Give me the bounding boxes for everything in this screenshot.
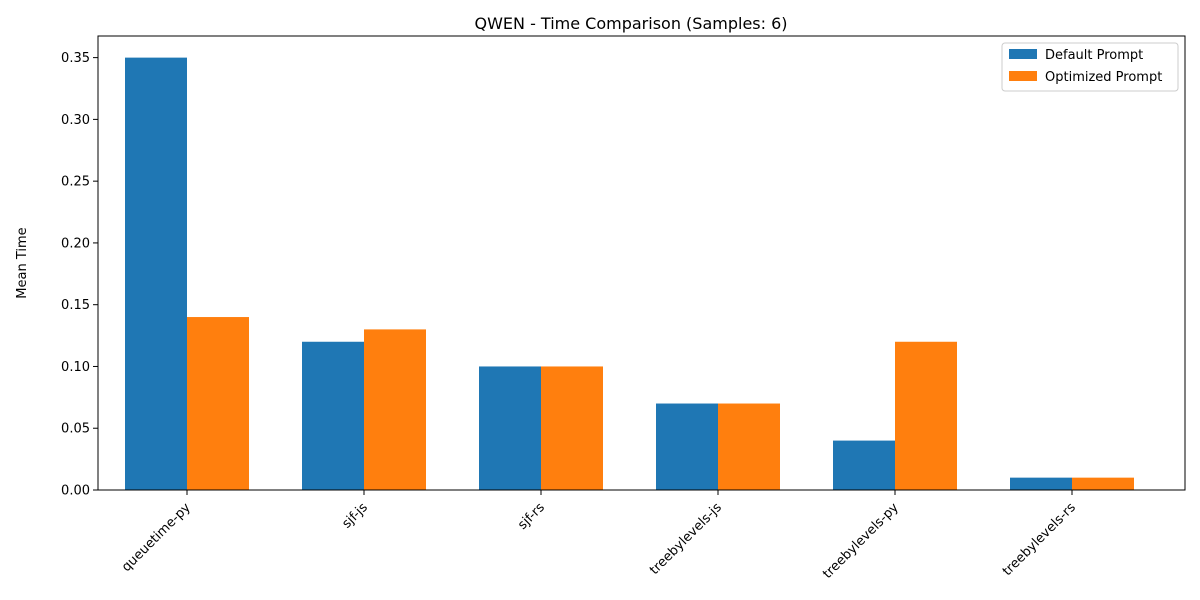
legend-swatch-default [1009, 49, 1037, 59]
bar-sjf-js-default [302, 341, 364, 490]
bar-treebylevels-py-optimized [895, 341, 957, 490]
x-tick-label: queuetime-py [119, 500, 194, 575]
bar-treebylevels-py-default [833, 440, 895, 490]
bar-sjf-rs-optimized [541, 366, 603, 490]
x-tick-label: treebylevels-rs [1000, 500, 1079, 579]
y-tick-label: 0.15 [61, 298, 90, 313]
y-tick-label: 0.20 [61, 236, 90, 251]
bar-queuetime-py-default [125, 57, 187, 490]
bar-treebylevels-rs-default [1010, 477, 1072, 490]
legend-label-default: Default Prompt [1045, 48, 1143, 63]
legend-label-optimized: Optimized Prompt [1045, 70, 1162, 85]
bar-treebylevels-js-default [656, 403, 718, 490]
y-tick-label: 0.25 [61, 175, 90, 190]
x-tick-label: sjf-js [339, 500, 371, 532]
chart-title: QWEN - Time Comparison (Samples: 6) [474, 14, 787, 33]
bar-sjf-rs-default [479, 366, 541, 490]
bar-sjf-js-optimized [364, 329, 426, 490]
x-tick-label: treebylevels-py [820, 500, 902, 582]
y-tick-label: 0.30 [61, 113, 90, 128]
y-tick-label: 0.10 [61, 360, 90, 375]
legend-box [1001, 42, 1179, 92]
x-tick-label: treebylevels-js [647, 500, 725, 578]
axes-layer: 0.00 0.05 0.10 0.15 0.20 0.25 0.30 0.35 queuetim… [61, 35, 1186, 582]
y-tick-label: 0.35 [61, 51, 90, 66]
y-tick-label: 0.00 [61, 484, 90, 499]
y-tick-label: 0.05 [61, 422, 90, 437]
bar-queuetime-py-optimized [187, 317, 249, 490]
bars-layer [125, 57, 1134, 490]
legend: Default Prompt Optimized Prompt [1001, 42, 1179, 92]
x-tick-label: sjf-rs [515, 500, 548, 533]
legend-swatch-optimized [1009, 71, 1037, 81]
bar-treebylevels-rs-optimized [1072, 477, 1134, 490]
y-axis-label: Mean Time [15, 227, 30, 298]
plot-frame [97, 35, 1186, 491]
bar-treebylevels-js-optimized [718, 403, 780, 490]
